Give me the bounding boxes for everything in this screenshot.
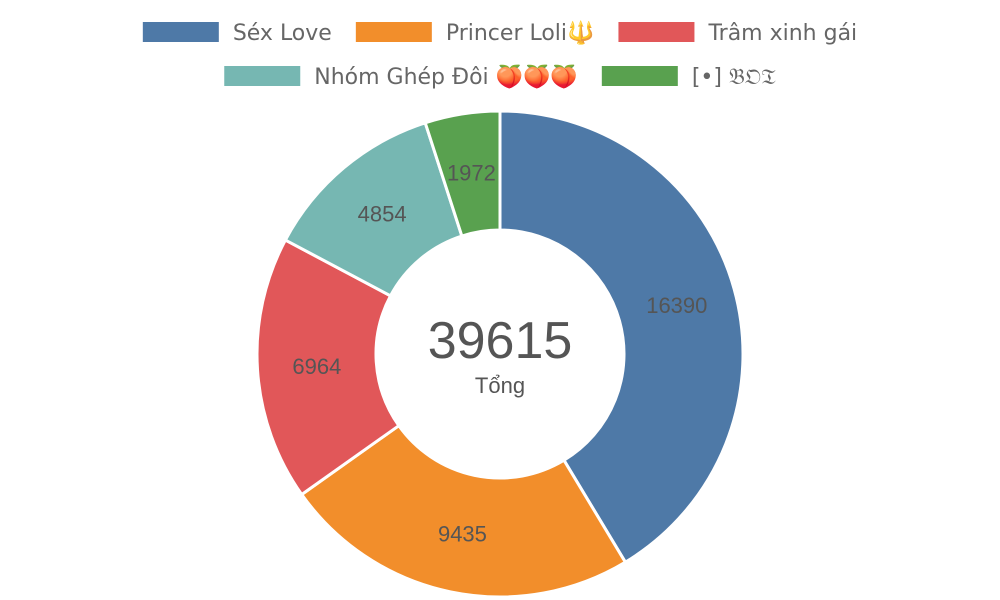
legend-label: Nhóm Ghép Đôi 🍑🍑🍑 — [314, 64, 578, 90]
slice-value-label: 4854 — [358, 201, 407, 226]
legend-item[interactable]: Séx Love — [142, 21, 332, 46]
doughnut-slices — [255, 109, 745, 599]
slice-value-label: 1972 — [447, 161, 496, 186]
doughnut-slice[interactable] — [299, 423, 628, 599]
legend-item[interactable]: Nhóm Ghép Đôi 🍑🍑🍑 — [224, 64, 578, 90]
legend-label: Trâm xinh gái — [707, 21, 857, 46]
slice-value-label: 6964 — [292, 354, 341, 379]
center-total-value: 39615 — [428, 312, 573, 370]
legend-label: [•] 𝔅𝔒𝔗 — [692, 65, 776, 90]
doughnut-slice[interactable] — [498, 109, 745, 565]
slice-value-labels: 16390 9435 6964 4854 1972 — [292, 161, 707, 547]
chart-legend: Séx Love Princer Loli🔱 Trâm xinh gái Nhóm G… — [142, 20, 857, 90]
legend-label: Séx Love — [233, 21, 332, 46]
slice-value-label: 16390 — [646, 293, 707, 318]
legend-item[interactable]: Trâm xinh gái — [618, 21, 857, 46]
legend-swatch — [142, 22, 219, 42]
center-total-label: Tổng — [475, 373, 525, 398]
legend-swatch — [224, 66, 301, 86]
legend-label: Princer Loli🔱 — [446, 20, 595, 46]
doughnut-slice[interactable] — [423, 109, 502, 238]
legend-swatch — [355, 22, 432, 42]
legend-swatch — [601, 66, 678, 86]
doughnut-slice[interactable] — [255, 238, 401, 497]
legend-item[interactable]: Princer Loli🔱 — [355, 20, 595, 46]
legend-swatch — [618, 22, 695, 42]
slice-value-label: 9435 — [438, 522, 487, 547]
legend-item[interactable]: [•] 𝔅𝔒𝔗 — [601, 65, 776, 90]
